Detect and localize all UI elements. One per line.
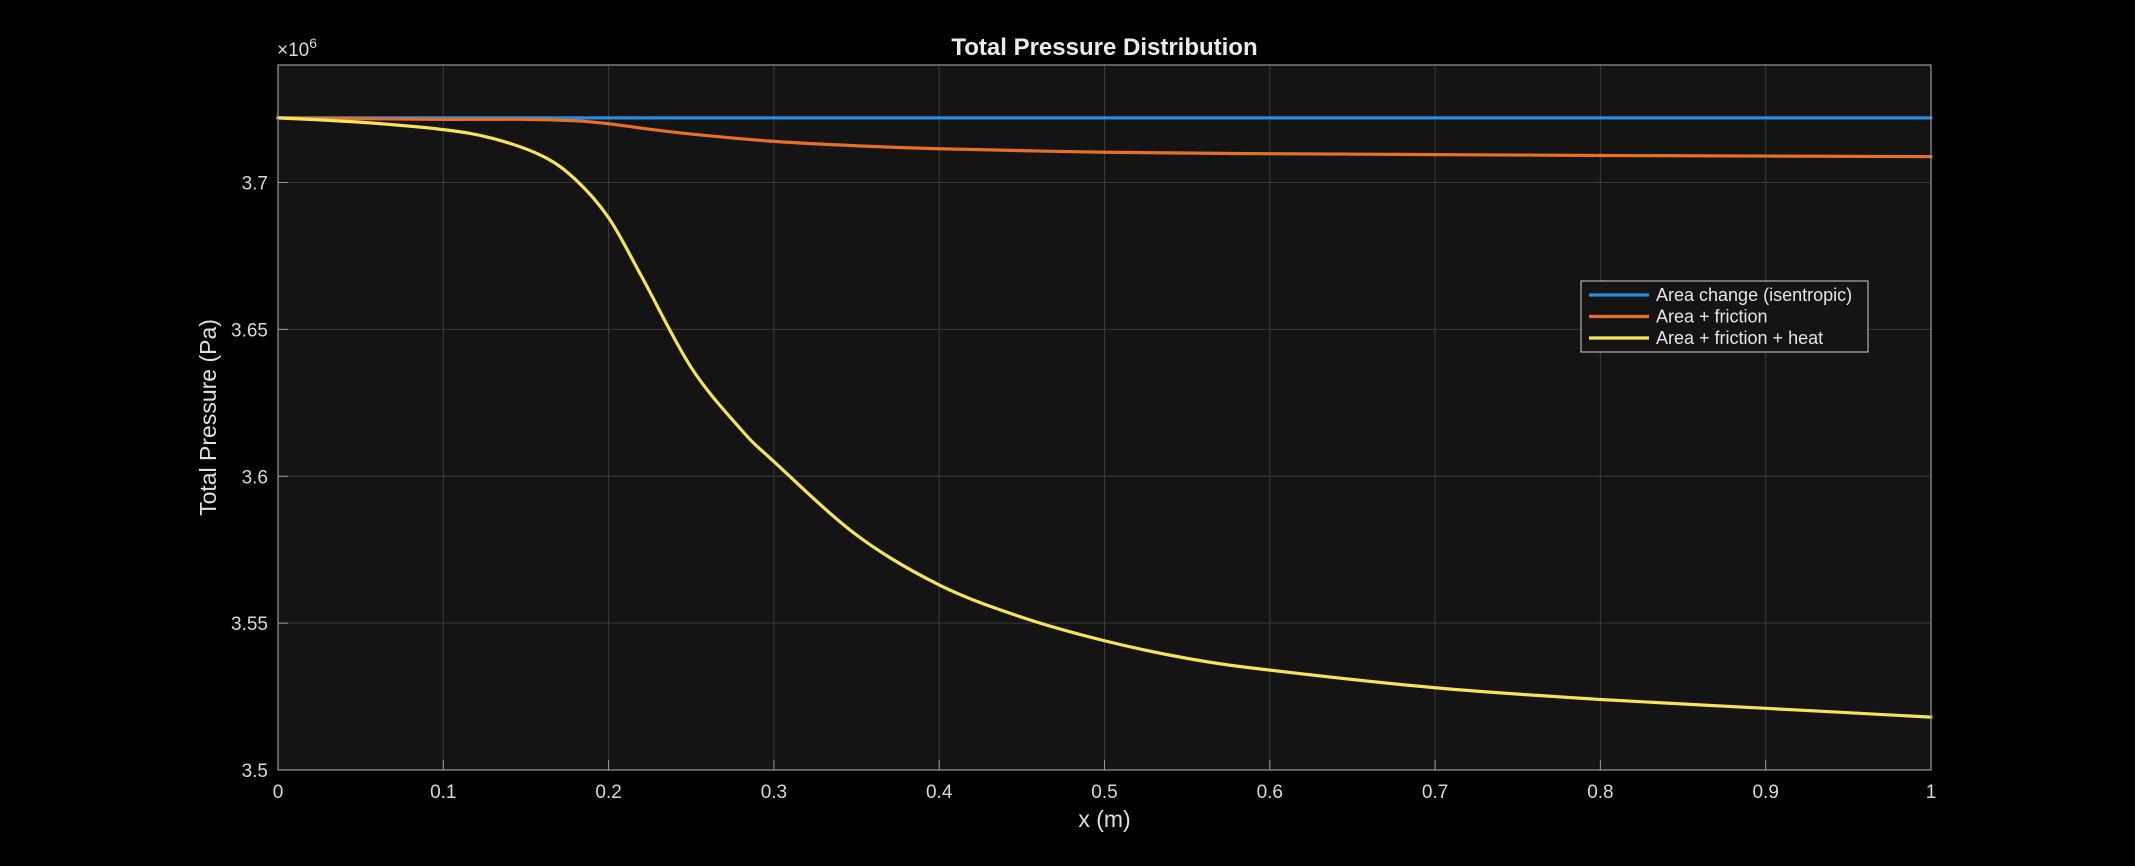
x-axis-ticks: 0 0.1 0.2 0.3 0.4 0.5 0.6 0.7 0.8 0.9 1 [273,760,1937,803]
y-tick-label: 3.6 [242,467,268,488]
series-line-3 [276,116,1933,719]
y-tick-label: 3.65 [231,320,268,341]
x-axis-label: x (m) [1078,806,1130,832]
x-tick-label: 0.5 [1091,782,1117,803]
y-exponent-power: 6 [309,35,317,51]
data-series [276,116,1933,719]
x-tick-label: 0 [273,782,284,803]
x-tick-label: 0.6 [1257,782,1283,803]
legend[interactable]: Area change (isentropic)Area + frictionA… [1580,280,1869,353]
series-line-2 [276,116,1933,159]
y-axis-exponent: ×106 [277,35,317,61]
x-tick-label: 0.4 [926,782,953,803]
y-tick-label: 3.7 [242,174,268,195]
legend-entry-label: Area + friction + heat [1656,328,1823,348]
x-tick-label: 0.9 [1752,782,1778,803]
x-tick-label: 0.2 [595,782,621,803]
legend-entry-label: Area change (isentropic) [1656,285,1852,305]
x-tick-label: 0.7 [1422,782,1448,803]
legend-entry-label: Area + friction [1656,307,1768,327]
x-tick-label: 0.3 [761,782,787,803]
y-tick-label: 3.55 [231,614,268,635]
y-axis-label: Total Pressure (Pa) [195,319,221,516]
x-tick-label: 0.8 [1587,782,1613,803]
chart-title: Total Pressure Distribution [951,34,1257,61]
y-axis-ticks: 3.5 3.55 3.6 3.65 3.7 [231,174,288,782]
y-tick-label: 3.5 [242,761,268,782]
y-exponent-base: ×10 [277,40,309,61]
x-tick-label: 1 [1926,782,1937,803]
x-tick-label: 0.1 [430,782,456,803]
